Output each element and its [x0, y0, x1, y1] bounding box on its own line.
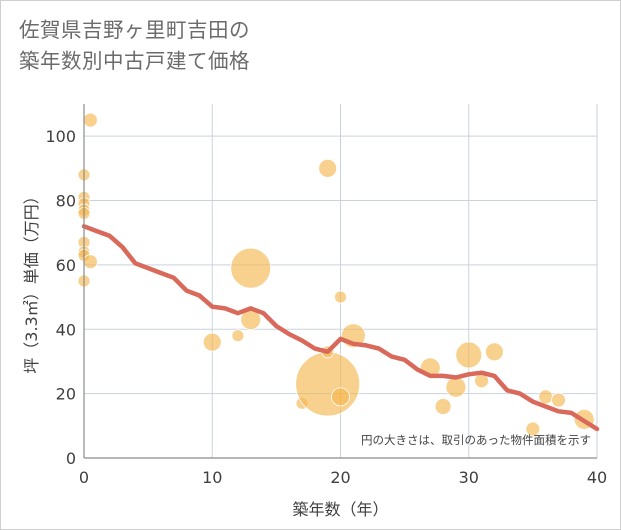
bubble-point: [538, 389, 554, 405]
bubble-point: [318, 158, 338, 178]
bubble-point: [551, 392, 566, 408]
bubble-point: [231, 329, 245, 343]
bubble-point: [83, 254, 98, 270]
bubble-point: [230, 247, 272, 289]
chart-title-line-1: 佐賀県吉野ヶ里町吉田の: [19, 18, 250, 42]
bubble-point: [295, 351, 361, 417]
chart-title: 佐賀県吉野ヶ里町吉田の 築年数別中古戸建て価格: [19, 15, 579, 77]
y-tick-label: 40: [56, 320, 76, 339]
bubble-point: [484, 342, 504, 362]
axes: [83, 104, 597, 459]
bubble-point: [331, 387, 350, 407]
y-tick-label: 60: [56, 256, 76, 275]
y-tick-label: 100: [45, 127, 76, 146]
y-tick-label: 80: [56, 192, 76, 211]
x-tick-label: 30: [459, 468, 479, 487]
bubble-point: [525, 421, 541, 437]
x-tick-label: 40: [587, 468, 607, 487]
bubble-size-note: 円の大きさは、取引のあった物件面積を示す: [361, 433, 591, 447]
trend-series: [81, 224, 600, 432]
x-axis-label: 築年数（年）: [292, 500, 388, 519]
y-axis-label: 坪（3.3㎡）単価（万円）: [22, 188, 41, 373]
bubbles: [77, 112, 595, 437]
chart-title-line-2: 築年数別中古戸建て価格: [19, 49, 250, 73]
bubble-point: [334, 290, 347, 304]
bubble-point: [455, 341, 483, 369]
y-tick-label: 0: [66, 449, 76, 468]
y-tick-label: 20: [56, 385, 76, 404]
bubble-point: [445, 376, 467, 398]
x-tick-label: 0: [79, 468, 89, 487]
trend-line: [81, 224, 600, 432]
bubble-point: [202, 332, 222, 352]
x-tick-label: 10: [202, 468, 222, 487]
bubble-point: [434, 398, 452, 415]
x-tick-label: 20: [330, 468, 350, 487]
bubble-point: [83, 112, 98, 128]
tick-labels: 0 20 40 60 80 100 0 10 20 30 40: [45, 127, 607, 487]
